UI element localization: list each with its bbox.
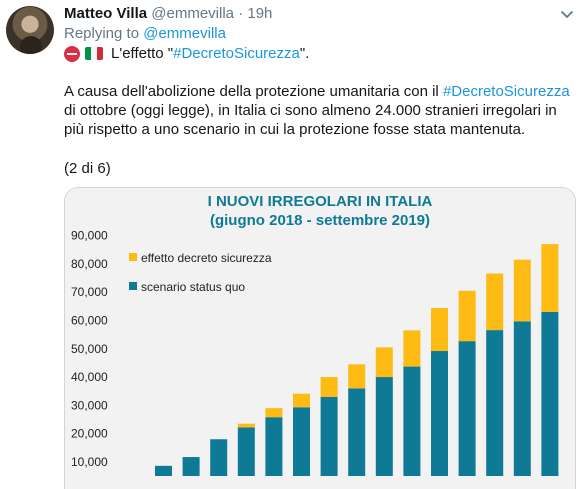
body-part1: A causa dell'abolizione della protezione… (64, 83, 443, 100)
bar-decreto-sicurezza (320, 377, 338, 397)
no-entry-icon (64, 45, 80, 62)
bar-decreto-sicurezza (431, 308, 448, 352)
bar-decreto-sicurezza (513, 259, 531, 322)
replying-to: Replying to @emmevilla (64, 25, 226, 42)
bar-decreto-sicurezza (293, 393, 310, 408)
y-tick-label: 10,000 (71, 455, 108, 469)
bar-status-quo (541, 312, 559, 476)
bar-decreto-sicurezza (541, 244, 559, 312)
bar-status-quo (293, 407, 310, 476)
replying-prefix: Replying to (64, 25, 140, 42)
y-tick-label: 90,000 (71, 229, 108, 243)
bar-status-quo (486, 330, 504, 476)
tweet-image[interactable]: I NUOVI IRREGOLARI IN ITALIA (giugno 2018… (64, 187, 576, 489)
tweet-line1: L'effetto " #DecretoSicurezza ". (64, 45, 309, 62)
bar-status-quo (431, 351, 448, 476)
chart-subtitle: (giugno 2018 - settembre 2019) (210, 212, 430, 229)
legend-swatch (129, 253, 137, 261)
hashtag-link[interactable]: #DecretoSicurezza (173, 45, 300, 62)
body-part2: di ottobre (oggi legge), in Italia ci so… (64, 102, 557, 138)
hashtag-link-2[interactable]: #DecretoSicurezza (442, 83, 570, 100)
bar-decreto-sicurezza (486, 273, 504, 331)
y-tick-label: 70,000 (71, 285, 108, 299)
line1-suffix: ". (299, 45, 310, 62)
bar-decreto-sicurezza (458, 290, 476, 342)
bar-status-quo (182, 457, 200, 476)
bar-status-quo (210, 439, 228, 476)
author-name[interactable]: Matteo Villa (64, 5, 148, 22)
avatar[interactable] (6, 6, 54, 54)
legend-swatch (129, 282, 137, 290)
line1-prefix: L'effetto " (111, 45, 174, 62)
replying-to-link[interactable]: @emmevilla (143, 25, 226, 42)
bar-decreto-sicurezza (348, 364, 366, 389)
bar-status-quo (458, 341, 476, 476)
author-handle[interactable]: @emmevilla (151, 5, 235, 22)
bar-decreto-sicurezza (375, 347, 393, 378)
bar-status-quo (513, 321, 531, 476)
y-tick-label: 40,000 (71, 370, 108, 384)
bar-decreto-sicurezza (265, 408, 283, 418)
separator-dot: · (238, 5, 244, 22)
thread-count: (2 di 6) (64, 160, 111, 177)
italy-flag-icon (85, 47, 103, 60)
bar-decreto-sicurezza (237, 423, 255, 428)
y-tick-label: 30,000 (71, 398, 108, 412)
bar-status-quo (237, 427, 255, 476)
bar-status-quo (348, 388, 366, 476)
legend-label: scenario status quo (141, 280, 245, 294)
tweet-header: Matteo Villa @emmevilla · 19h (64, 5, 272, 22)
chart: I NUOVI IRREGOLARI IN ITALIA (giugno 2018… (65, 188, 575, 489)
chart-title: I NUOVI IRREGOLARI IN ITALIA (208, 193, 433, 210)
bar-status-quo (403, 366, 421, 476)
bar-status-quo (155, 465, 172, 476)
tweet-body: A causa dell'abolizione della protezione… (64, 82, 574, 139)
bar-status-quo (265, 417, 283, 476)
y-tick-label: 80,000 (71, 257, 108, 271)
chevron-down-icon[interactable] (559, 6, 575, 22)
bar-status-quo (320, 396, 338, 476)
tweet-time[interactable]: 19h (247, 5, 273, 22)
y-tick-label: 50,000 (71, 342, 108, 356)
bar-decreto-sicurezza (403, 330, 421, 367)
y-tick-label: 20,000 (71, 427, 108, 441)
y-tick-label: 60,000 (71, 313, 108, 327)
bar-status-quo (375, 377, 393, 476)
legend-label: effetto decreto sicurezza (141, 251, 272, 265)
